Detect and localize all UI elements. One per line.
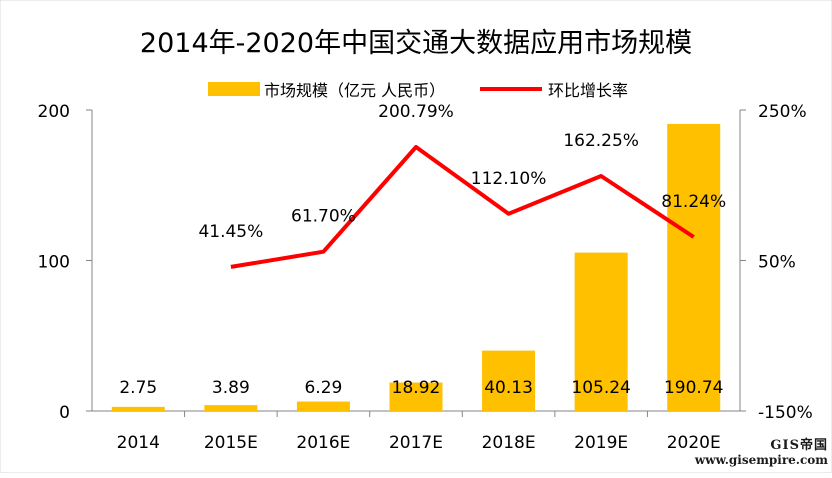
line-data-label: 112.10% xyxy=(471,169,547,189)
y-right-tick-label: -150% xyxy=(758,403,813,423)
legend-label-line: 环比增长率 xyxy=(548,81,628,100)
bar xyxy=(482,350,536,411)
y-left-tick-label: 200 xyxy=(38,102,70,122)
y-left-tick-label: 0 xyxy=(59,403,70,423)
x-tick-label: 2017E xyxy=(389,433,443,453)
bar-data-label: 3.89 xyxy=(212,378,250,398)
bar xyxy=(574,252,628,411)
growth-line xyxy=(230,145,695,269)
line-data-label: 61.70% xyxy=(291,207,356,227)
line-data-label: 81.24% xyxy=(661,192,726,212)
watermark: GIS帝国 www.gisempire.com xyxy=(695,434,828,467)
bar-data-label: 18.92 xyxy=(392,378,441,398)
y-right-tick-label: 50% xyxy=(758,253,796,273)
chart-title: 2014年-2020年中国交通大数据应用市场规模 xyxy=(140,28,692,59)
legend-swatch-bar xyxy=(208,82,260,96)
bar xyxy=(204,405,258,411)
x-tick-label: 2016E xyxy=(296,433,350,453)
bar-data-label: 190.74 xyxy=(664,378,723,398)
y-right-tick-label: 250% xyxy=(758,102,807,122)
x-tick-label: 2015E xyxy=(204,433,258,453)
line-data-label: 41.45% xyxy=(198,222,263,242)
bar xyxy=(667,123,721,411)
bar-data-label: 105.24 xyxy=(571,378,630,398)
line-data-label: 200.79% xyxy=(378,102,454,122)
x-tick-label: 2014 xyxy=(117,433,160,453)
bar xyxy=(296,401,350,411)
bar-data-label: 2.75 xyxy=(119,378,157,398)
x-tick-label: 2020E xyxy=(667,433,721,453)
plot-area: 0 100 200 -150% 50% 250% 2014 2015E 2016E 2017E 20… xyxy=(38,102,813,453)
line-data-label: 162.25% xyxy=(563,131,639,151)
legend: 市场规模（亿元 人民币） 环比增长率 xyxy=(208,81,628,100)
x-tick-label: 2018E xyxy=(482,433,536,453)
watermark-url: www.gisempire.com xyxy=(694,453,828,467)
bar-data-label: 40.13 xyxy=(484,378,533,398)
x-tick-label: 2019E xyxy=(574,433,628,453)
bar xyxy=(111,406,165,411)
bar-data-label: 6.29 xyxy=(304,378,342,398)
bar xyxy=(389,382,443,411)
y-left-tick-label: 100 xyxy=(38,253,70,273)
legend-label-bar: 市场规模（亿元 人民币） xyxy=(264,81,445,100)
watermark-logo: GIS帝国 xyxy=(770,438,828,453)
